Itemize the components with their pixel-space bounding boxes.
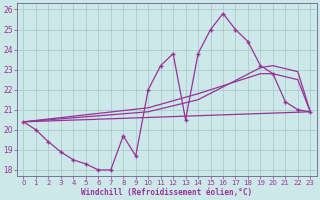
X-axis label: Windchill (Refroidissement éolien,°C): Windchill (Refroidissement éolien,°C) <box>81 188 252 197</box>
